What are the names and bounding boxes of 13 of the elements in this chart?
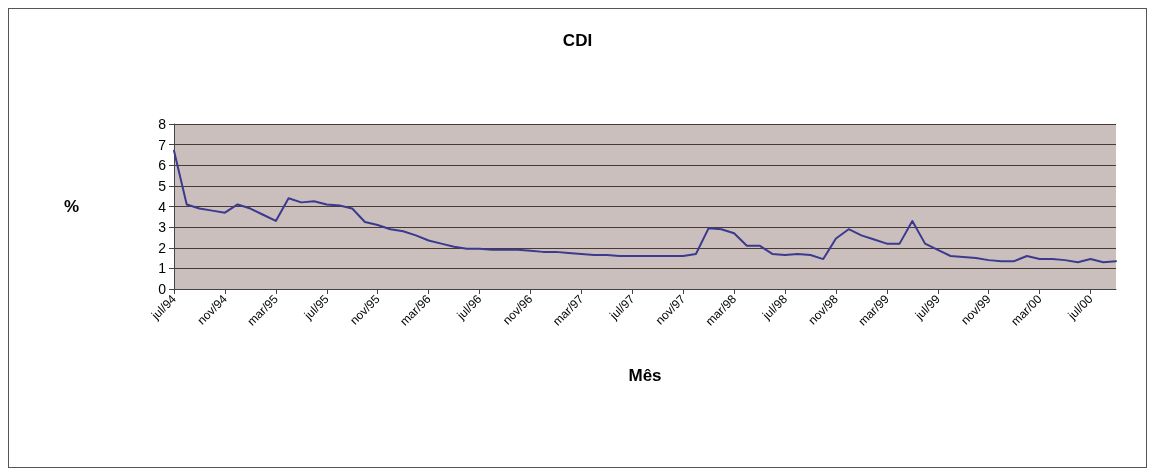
chart-title: CDI (562, 31, 593, 50)
y-tick-label: 0 (158, 281, 167, 297)
y-tick-label: 1 (158, 260, 167, 277)
y-tick-label: 2 (158, 239, 167, 256)
x-axis-title: Mês (628, 366, 662, 385)
y-tick-label: 6 (158, 157, 167, 174)
line-series (173, 149, 1117, 264)
y-tick-label: 8 (158, 116, 167, 132)
y-tick-label: 7 (158, 136, 167, 153)
y-tick-label: 5 (158, 177, 167, 194)
y-tick-label: 3 (158, 219, 167, 236)
y-tick-label: 4 (158, 198, 167, 215)
y-axis-title: % (63, 197, 79, 216)
